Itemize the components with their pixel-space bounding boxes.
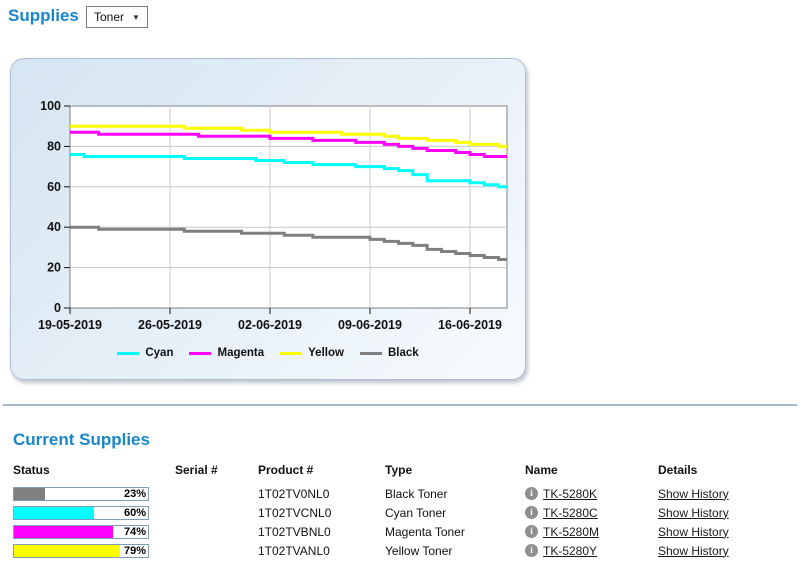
y-tick-label: 40 <box>47 220 61 234</box>
status-bar: 74% <box>13 524 149 539</box>
supplies-chart-panel: 0 20 40 60 80 100 19-05-2019 26-05-2019 02-06-20… <box>10 58 526 380</box>
chart-legend: Cyan Magenta Yellow Black <box>11 347 525 359</box>
status-bar: 60% <box>13 505 149 520</box>
name-cell: i TK-5280M <box>525 525 658 539</box>
status-bar-fill <box>14 544 120 557</box>
status-percent: 79% <box>123 544 146 557</box>
status-percent: 74% <box>123 525 146 538</box>
series-line-cyan <box>70 152 507 189</box>
page-title: Supplies <box>8 6 79 25</box>
column-header-status: Status <box>13 463 50 477</box>
column-header-details: Details <box>658 463 698 477</box>
column-header-type: Type <box>385 463 413 477</box>
toner-dropdown-value: Toner <box>94 10 125 24</box>
toner-name-link[interactable]: TK-5280Y <box>543 543 598 558</box>
show-history-link[interactable]: Show History <box>658 524 729 539</box>
info-icon[interactable]: i <box>525 544 538 557</box>
show-history-link[interactable]: Show History <box>658 505 729 520</box>
legend-swatch-magenta <box>189 351 212 355</box>
legend-item-cyan: Cyan <box>117 347 173 359</box>
y-tick-label: 80 <box>47 139 61 153</box>
x-tick-label: 02-06-2019 <box>238 318 302 332</box>
column-header-serial: Serial # <box>175 463 218 477</box>
series-line-magenta <box>70 130 507 158</box>
show-history-link[interactable]: Show History <box>658 543 729 558</box>
details-cell: Show History <box>658 525 787 539</box>
details-cell: Show History <box>658 506 787 520</box>
status-cell: 23% <box>13 486 175 501</box>
info-icon[interactable]: i <box>525 525 538 538</box>
status-bar-fill <box>14 487 45 500</box>
legend-item-magenta: Magenta <box>189 347 264 359</box>
section-divider <box>3 404 797 406</box>
details-cell: Show History <box>658 487 787 501</box>
product-number: 1T02TV0NL0 <box>258 486 330 501</box>
y-tick-label: 100 <box>40 99 61 113</box>
status-bar-fill <box>14 506 95 519</box>
legend-item-yellow: Yellow <box>280 347 344 359</box>
plot-area <box>69 105 508 309</box>
toner-name-link[interactable]: TK-5280M <box>543 524 600 539</box>
y-tick-label: 0 <box>54 301 61 315</box>
supplies-line-chart: 0 20 40 60 80 100 19-05-2019 26-05-2019 02-06-20… <box>38 99 508 332</box>
name-cell: i TK-5280K <box>525 487 658 501</box>
supplies-table: Status Serial # Product # Type Name Details 23… <box>13 462 787 560</box>
name-cell: i TK-5280C <box>525 506 658 520</box>
status-bar: 23% <box>13 486 149 501</box>
status-bar-fill <box>14 525 114 538</box>
toner-type: Black Toner <box>385 486 448 501</box>
details-cell: Show History <box>658 544 787 558</box>
x-tick-label: 16-06-2019 <box>438 318 502 332</box>
toner-type: Magenta Toner <box>385 524 465 539</box>
toner-dropdown[interactable]: Toner ▼ <box>86 6 148 28</box>
status-percent: 60% <box>123 506 146 519</box>
x-tick-label: 19-05-2019 <box>38 318 102 332</box>
y-tick-label: 20 <box>47 261 61 275</box>
legend-label: Magenta <box>217 347 265 359</box>
x-tick-label: 26-05-2019 <box>138 318 202 332</box>
current-supplies-title: Current Supplies <box>13 430 150 449</box>
legend-swatch-cyan <box>117 351 140 355</box>
y-tick-label: 60 <box>47 180 61 194</box>
info-icon[interactable]: i <box>525 506 538 519</box>
column-header-product: Product # <box>258 463 314 477</box>
toner-name-link[interactable]: TK-5280K <box>543 486 598 501</box>
status-bar: 79% <box>13 543 149 558</box>
product-number: 1T02TVBNL0 <box>258 524 331 539</box>
series-line-black <box>70 225 507 262</box>
show-history-link[interactable]: Show History <box>658 486 729 501</box>
product-number: 1T02TVCNL0 <box>258 505 332 520</box>
name-cell: i TK-5280Y <box>525 544 658 558</box>
product-number: 1T02TVANL0 <box>258 543 330 558</box>
info-icon[interactable]: i <box>525 487 538 500</box>
status-cell: 74% <box>13 524 175 539</box>
legend-item-black: Black <box>359 347 419 359</box>
legend-label: Yellow <box>308 347 344 359</box>
toner-type: Yellow Toner <box>385 543 453 558</box>
legend-swatch-yellow <box>280 351 303 355</box>
x-tick-label: 09-06-2019 <box>338 318 402 332</box>
toner-type: Cyan Toner <box>385 505 447 520</box>
legend-label: Cyan <box>145 347 174 359</box>
toner-name-link[interactable]: TK-5280C <box>543 505 598 520</box>
column-header-name: Name <box>525 463 558 477</box>
status-cell: 60% <box>13 505 175 520</box>
status-percent: 23% <box>123 487 146 500</box>
chevron-down-icon: ▼ <box>132 12 140 22</box>
status-cell: 79% <box>13 543 175 558</box>
legend-swatch-black <box>359 351 382 355</box>
series-line-yellow <box>70 124 507 148</box>
legend-label: Black <box>387 347 419 359</box>
